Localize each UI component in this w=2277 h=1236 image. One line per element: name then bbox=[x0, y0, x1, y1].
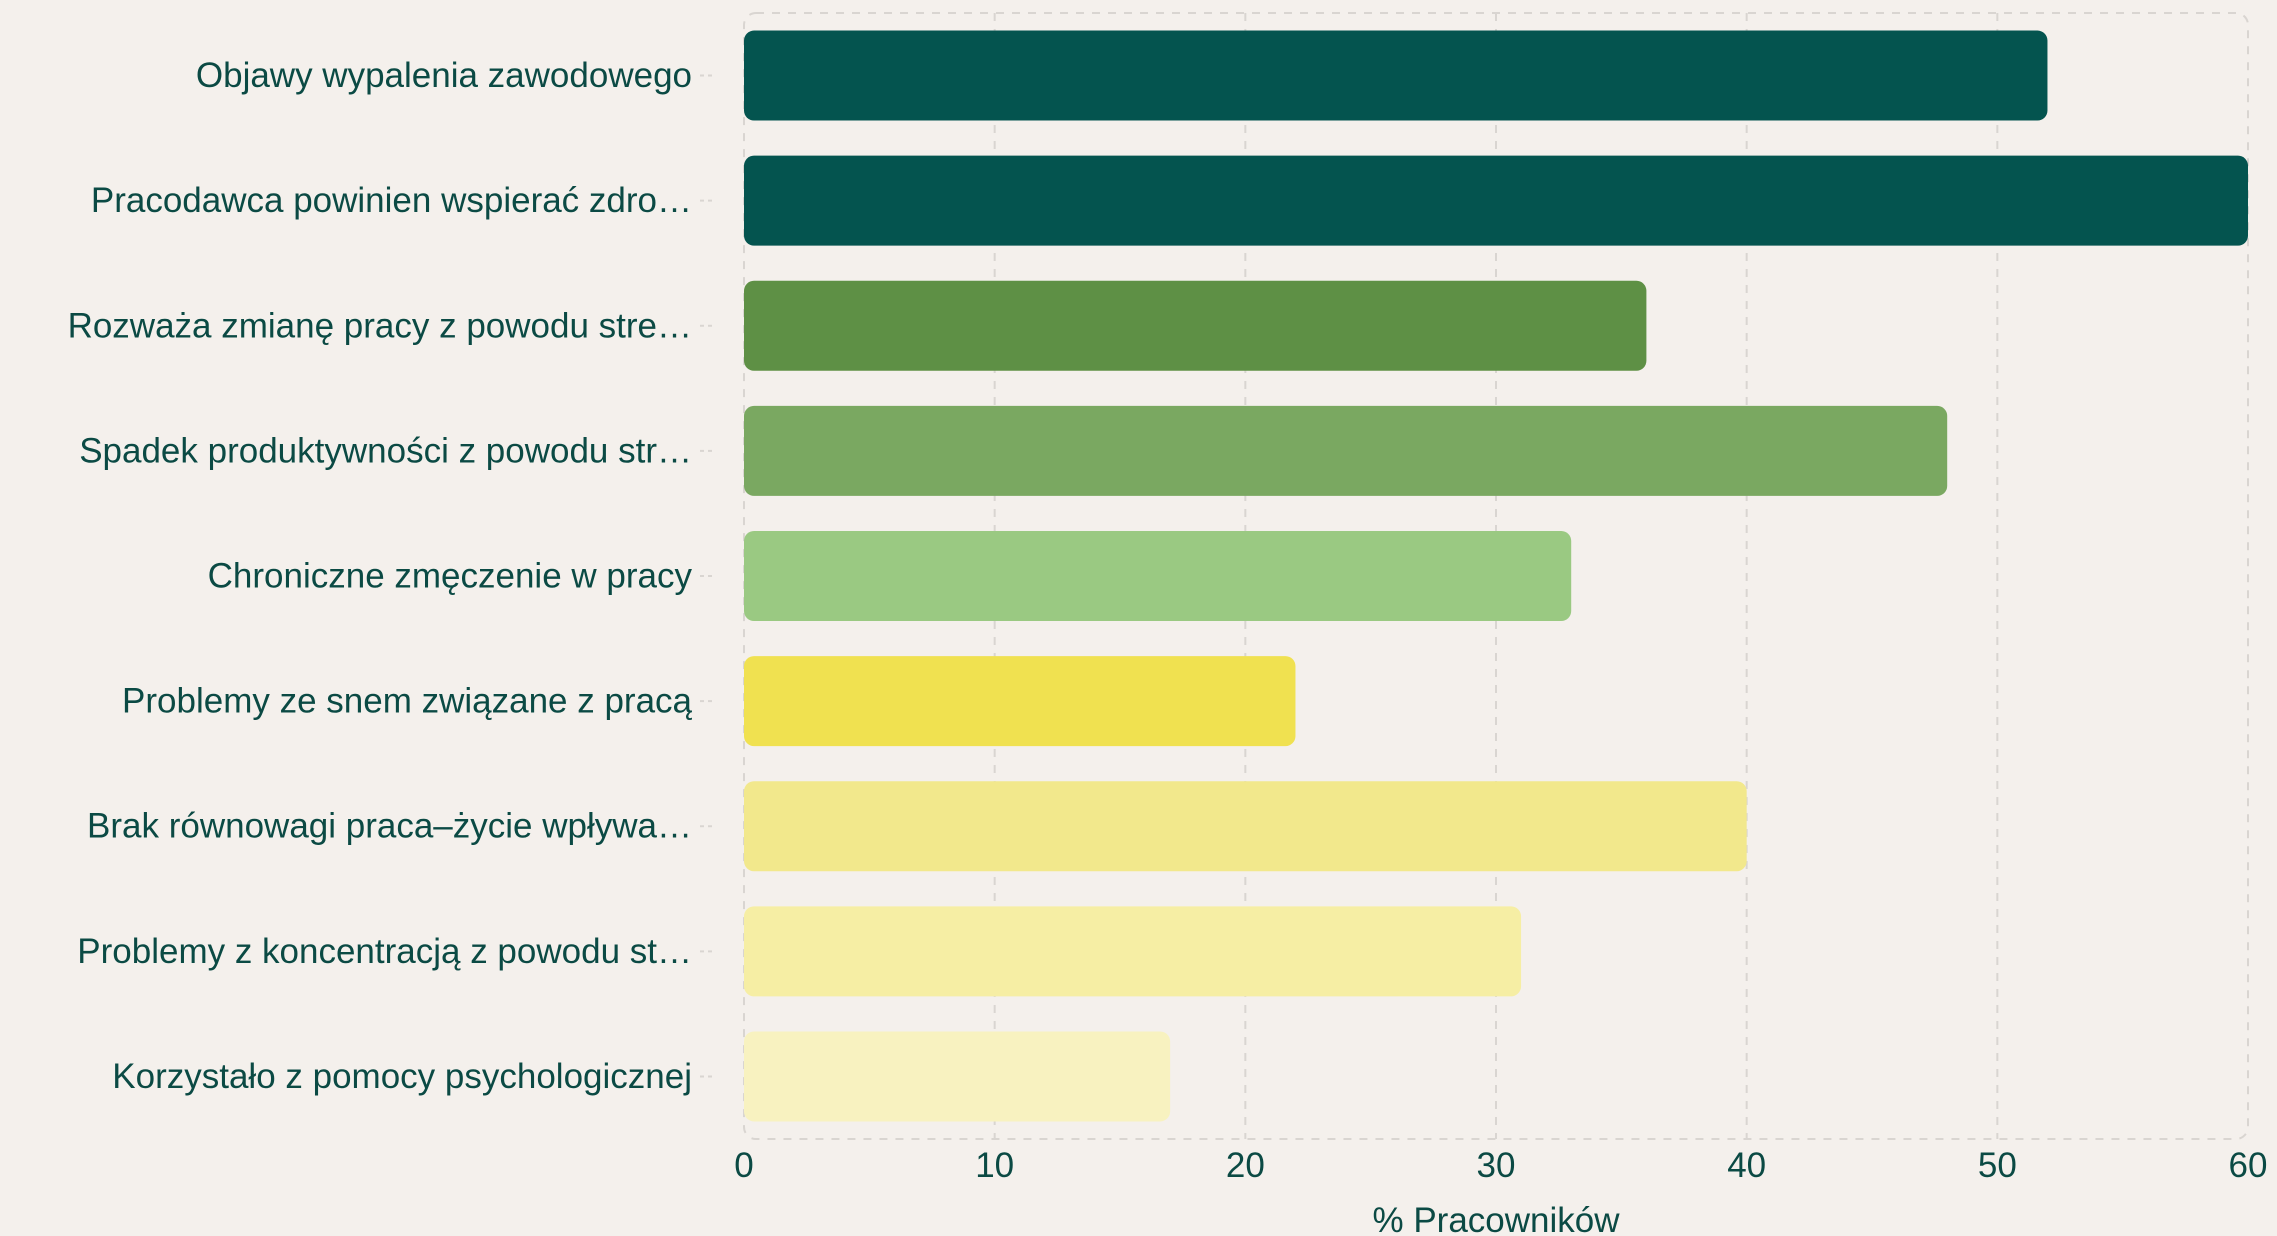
x-tick-label: 50 bbox=[1978, 1146, 2017, 1185]
category-labels: Objawy wypalenia zawodowego Pracodawca po… bbox=[68, 56, 693, 1096]
category-label: Problemy z koncentracją z powodu st… bbox=[77, 932, 692, 971]
bar bbox=[744, 280, 1647, 371]
y-axis-ticks bbox=[700, 74, 714, 1078]
x-tick-label: 40 bbox=[1727, 1146, 1766, 1185]
bar bbox=[744, 30, 2048, 121]
bar bbox=[744, 656, 1296, 747]
x-axis-tick-labels: 0 10 20 30 40 50 60 bbox=[734, 1146, 2267, 1185]
bar bbox=[744, 781, 1747, 872]
bars bbox=[744, 30, 2248, 1122]
bar bbox=[744, 531, 1572, 621]
category-label: Brak równowagi praca–życie wpływa… bbox=[87, 807, 692, 846]
x-axis-title: % Pracowników bbox=[1372, 1201, 1620, 1236]
bar bbox=[744, 906, 1522, 997]
category-label: Korzystało z pomocy psychologicznej bbox=[112, 1057, 692, 1096]
category-label: Pracodawca powinien wspierać zdro… bbox=[91, 181, 692, 220]
bar bbox=[744, 1031, 1171, 1122]
x-tick-label: 60 bbox=[2229, 1146, 2268, 1185]
bar bbox=[744, 155, 2248, 246]
category-label: Rozważa zmianę pracy z powodu stre… bbox=[68, 306, 692, 345]
x-tick-label: 30 bbox=[1477, 1146, 1516, 1185]
x-tick-label: 20 bbox=[1226, 1146, 1265, 1185]
category-label: Spadek produktywności z powodu str… bbox=[79, 431, 692, 470]
category-label: Objawy wypalenia zawodowego bbox=[196, 56, 692, 95]
bar bbox=[744, 405, 1948, 496]
x-tick-label: 10 bbox=[975, 1146, 1014, 1185]
category-label: Chroniczne zmęczenie w pracy bbox=[208, 557, 693, 596]
category-label: Problemy ze snem związane z pracą bbox=[122, 682, 692, 721]
x-tick-label: 0 bbox=[734, 1146, 753, 1185]
